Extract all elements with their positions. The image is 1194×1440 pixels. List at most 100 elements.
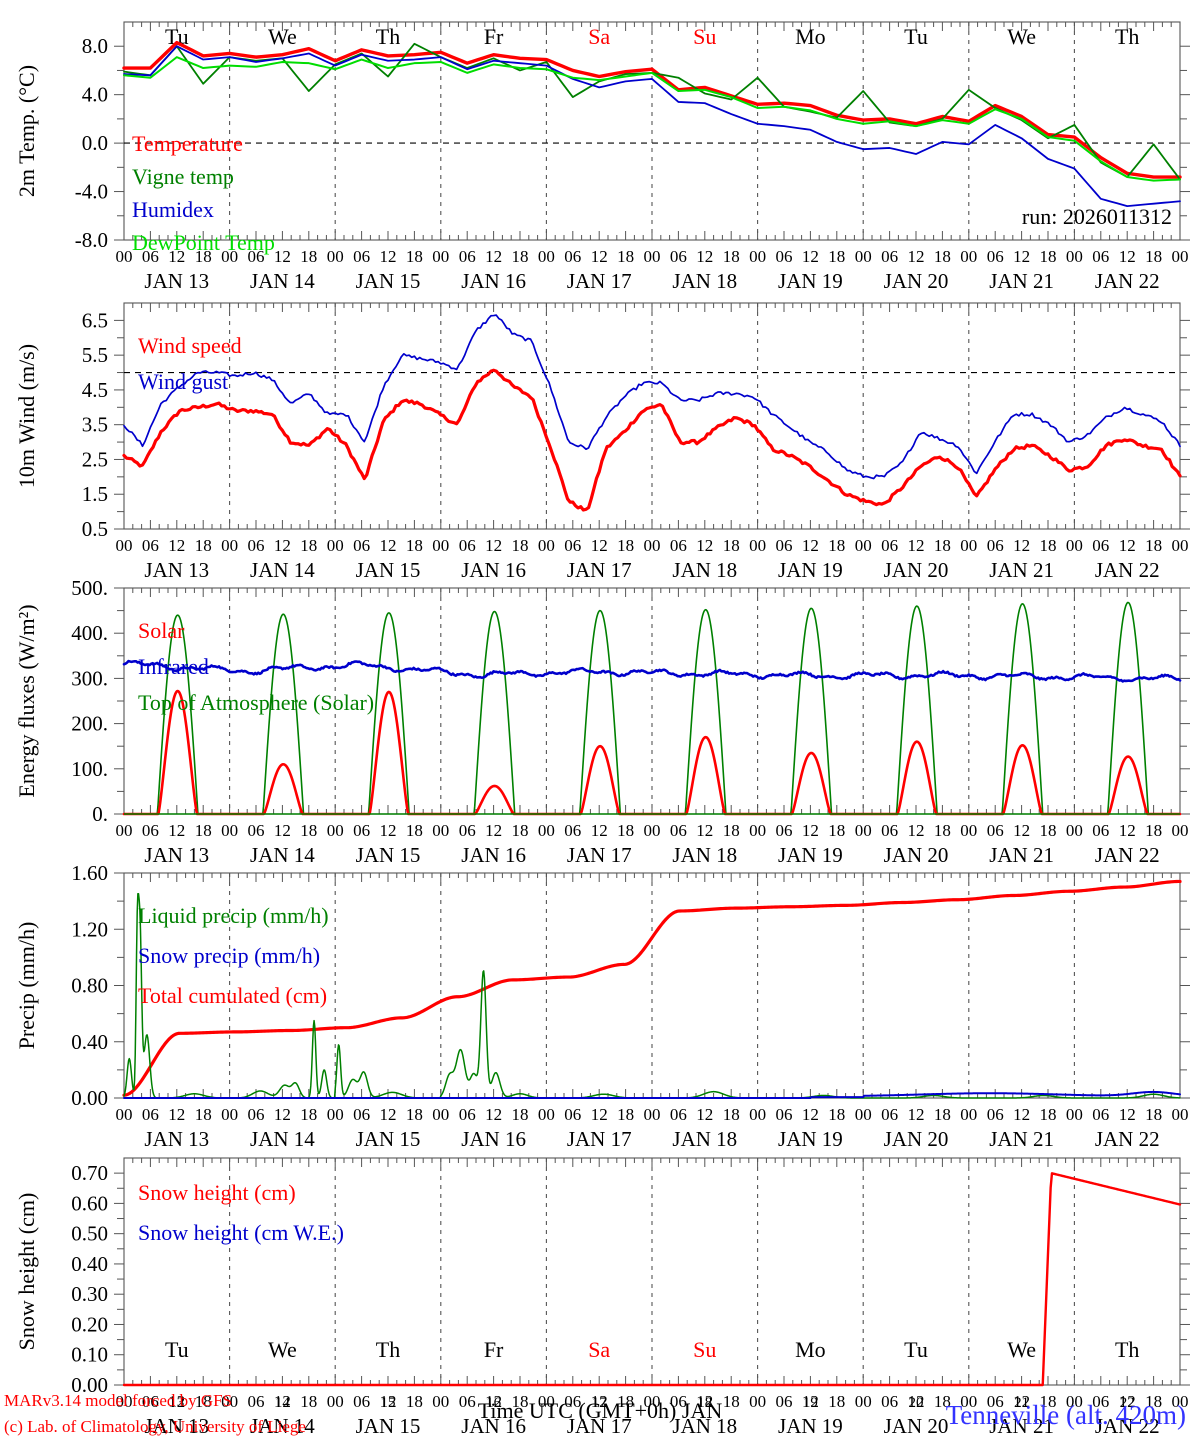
y-tick-label: 0.00 (71, 1373, 108, 1397)
day-of-week-label: We (268, 24, 297, 49)
hour-label: 06 (459, 247, 476, 266)
day-of-week-label: We (1007, 24, 1036, 49)
legend-item-0: Wind speed (138, 333, 242, 358)
time-axis-label: Time UTC (GMT+0h) JAN (478, 1398, 723, 1423)
hour-label: 18 (1040, 821, 1057, 840)
y-tick-label: 0. (92, 802, 108, 826)
hour-label: 12 (591, 821, 608, 840)
hour-label: 00 (327, 247, 344, 266)
series-snow-precip (123, 1090, 1181, 1099)
hour-label: 18 (934, 1392, 951, 1411)
y-tick-label: 0.00 (71, 1086, 108, 1110)
hour-label: 12 (1119, 536, 1136, 555)
hour-label: 00 (538, 821, 555, 840)
hour-label: 18 (195, 821, 212, 840)
hour-label: 18 (617, 247, 634, 266)
hour-label: 18 (512, 536, 529, 555)
y-tick-label: 200. (71, 712, 108, 736)
hour-label: 00 (644, 1392, 661, 1411)
hour-label: 00 (749, 247, 766, 266)
hour-label: 00 (960, 536, 977, 555)
hour-label: 18 (195, 536, 212, 555)
hour-label: 12 (696, 1105, 713, 1124)
hour-label: 12 (274, 821, 291, 840)
day-label: JAN 20 (884, 269, 949, 293)
hour-label: 18 (1145, 1392, 1162, 1411)
day-label: JAN 13 (144, 269, 209, 293)
y-tick-label: 0.5 (82, 517, 108, 541)
hour-label: 06 (881, 247, 898, 266)
hour-label: 06 (564, 536, 581, 555)
day-label: JAN 13 (144, 558, 209, 582)
hour-label: 12 (274, 536, 291, 555)
legend-item-2: Humidex (132, 197, 214, 222)
hour-label: 18 (934, 536, 951, 555)
day-label: JAN 20 (884, 558, 949, 582)
day-label: JAN 13 (144, 843, 209, 867)
hour-label: 06 (142, 821, 159, 840)
legend-item-2: Total cumulated (cm) (138, 983, 327, 1008)
y-tick-label: 4.5 (82, 378, 108, 402)
day-number-label: 15 (381, 1395, 396, 1411)
y-tick-label: 0.60 (71, 1191, 108, 1215)
hour-label: 06 (881, 536, 898, 555)
day-label: JAN 20 (884, 1414, 949, 1438)
hour-label: 12 (908, 247, 925, 266)
y-tick-label: -8.0 (75, 228, 108, 252)
day-of-week-label: We (1007, 1337, 1036, 1362)
series-wind-gust (123, 314, 1181, 480)
axis-title-temperature: 2m Temp. (°C) (14, 65, 39, 197)
series-snow-height (122, 1172, 1182, 1387)
hour-label: 12 (380, 247, 397, 266)
hour-label: 06 (142, 1105, 159, 1124)
hour-label: 00 (538, 536, 555, 555)
day-label: JAN 20 (884, 1127, 949, 1151)
hour-label: 00 (432, 821, 449, 840)
hour-label: 06 (459, 536, 476, 555)
hour-label: 00 (960, 821, 977, 840)
series-infrared (122, 659, 1182, 683)
day-label: JAN 19 (778, 269, 843, 293)
hour-label: 00 (1066, 821, 1083, 840)
hour-label: 12 (380, 821, 397, 840)
hour-label: 12 (591, 536, 608, 555)
series-total-cumulated (122, 879, 1182, 1097)
hour-label: 12 (696, 247, 713, 266)
day-of-week-label: Sa (588, 24, 610, 49)
hour-label: 06 (248, 1392, 265, 1411)
legend-item-1: Snow precip (mm/h) (138, 943, 320, 968)
hour-label: 12 (908, 821, 925, 840)
hour-label: 18 (300, 536, 317, 555)
hour-label: 18 (406, 247, 423, 266)
day-label: JAN 13 (144, 1127, 209, 1151)
y-tick-label: -4.0 (75, 180, 108, 204)
hour-label: 18 (828, 821, 845, 840)
day-of-week-label: Tu (904, 24, 928, 49)
day-label: JAN 15 (356, 269, 421, 293)
hour-label: 00 (1066, 536, 1083, 555)
day-label: JAN 15 (356, 558, 421, 582)
hour-label: 18 (828, 536, 845, 555)
day-label: JAN 16 (461, 1414, 526, 1438)
day-label: JAN 14 (250, 1127, 315, 1151)
credit-line-1: MARv3.14 model forced by GFS (4, 1391, 232, 1410)
legend-item-0: Solar (138, 618, 185, 643)
hour-label: 00 (644, 821, 661, 840)
hour-label: 18 (195, 1392, 212, 1411)
hour-label: 06 (248, 247, 265, 266)
hour-label: 06 (670, 821, 687, 840)
day-number-label: 16 (486, 1395, 502, 1411)
hour-label: 18 (723, 247, 740, 266)
hour-label: 18 (406, 1392, 423, 1411)
hour-label: 06 (564, 1392, 581, 1411)
day-label: JAN 19 (778, 1414, 843, 1438)
day-label: JAN 21 (989, 558, 1054, 582)
hour-label: 12 (1119, 247, 1136, 266)
y-tick-label: 300. (71, 666, 108, 690)
hour-label: 18 (723, 1392, 740, 1411)
hour-label: 00 (221, 821, 238, 840)
y-tick-label: 100. (71, 757, 108, 781)
day-of-week-label: Fr (484, 1337, 504, 1362)
hour-label: 18 (300, 247, 317, 266)
day-label: JAN 16 (461, 269, 526, 293)
